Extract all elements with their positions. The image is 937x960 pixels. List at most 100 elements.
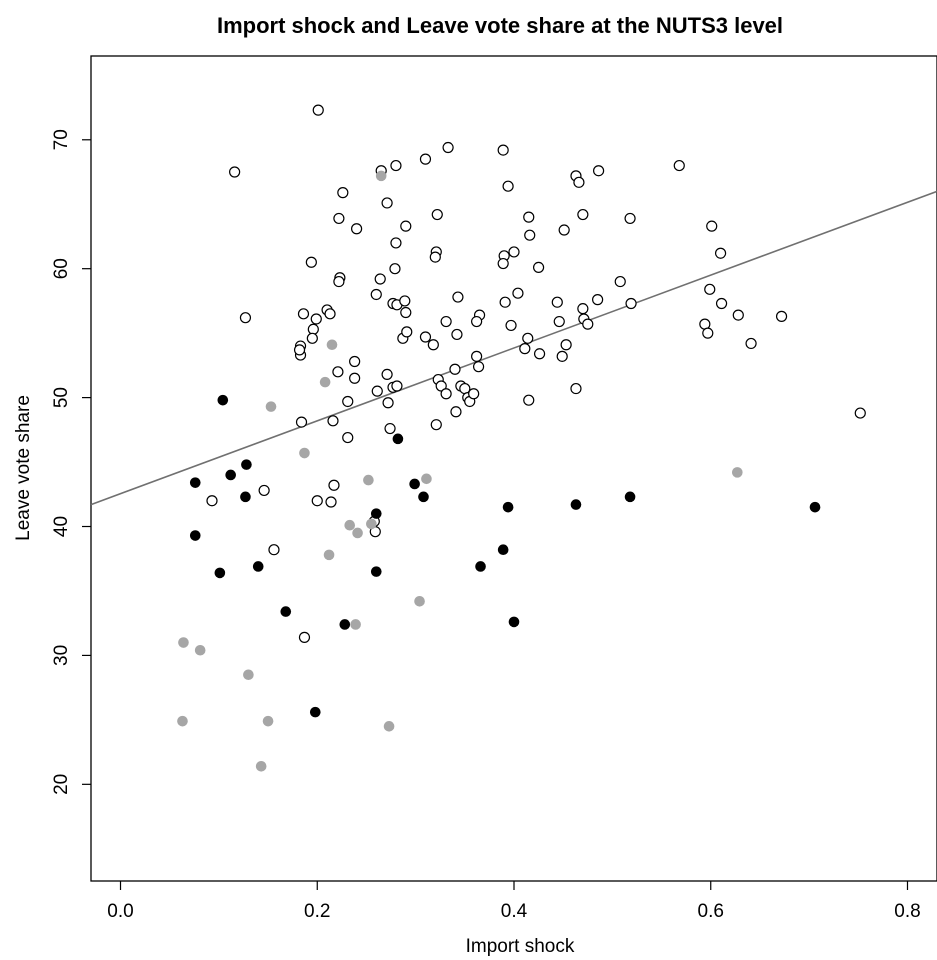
open-point [333,275,345,288]
open-point [497,144,509,156]
open-point [451,328,463,341]
gray-point [265,401,277,412]
open-point [381,197,393,209]
open-point [427,339,439,351]
open-point [342,431,354,444]
filled-point [241,459,252,470]
gray-point [383,721,395,732]
open-point [592,165,605,177]
open-point [449,363,461,375]
open-point [305,256,317,268]
y-axis-label: Leave vote share [13,395,34,541]
open-point [374,273,386,285]
open-point [522,332,534,344]
plot-frame [90,55,937,882]
open-point [472,361,485,373]
open-point [499,296,511,308]
filled-point [392,433,404,445]
axis-ticks: 0.0 0.2 0.4 0.6 0.8 20 30 40 50 60 70 [51,129,921,922]
open-point [532,261,545,274]
filled-point [570,499,582,510]
filled-point [217,394,229,406]
open-point [450,406,462,418]
open-point [229,166,241,178]
open-point [732,309,744,321]
data-points [177,104,866,772]
open-point [577,303,589,315]
open-point [519,343,531,355]
x-tick-label: 0.2 [304,901,330,922]
gray-point [194,644,206,656]
y-tick-label: 30 [51,645,72,666]
open-point [325,496,337,508]
gray-point [421,473,432,485]
open-point [351,223,363,235]
filled-point [497,544,509,556]
filled-point [280,606,292,617]
open-point [384,422,396,435]
filled-point [475,561,486,572]
open-point [706,220,718,232]
filled-point [409,478,420,490]
filled-point [508,616,520,628]
y-tick-label: 50 [51,387,72,408]
open-point [349,372,361,384]
gray-point [414,595,425,607]
open-point [298,631,311,643]
open-point [399,295,411,307]
open-point [624,212,636,225]
open-point [625,297,637,310]
open-point [551,296,563,308]
open-point [854,407,866,419]
open-point [673,159,685,172]
open-point [523,394,535,406]
open-point [592,294,604,306]
open-point [324,308,336,320]
open-point [328,479,340,491]
fit-line-group [90,190,937,506]
open-point [512,287,524,299]
gray-point [366,518,377,530]
open-point [745,337,757,350]
open-point [524,229,536,241]
gray-point [363,474,374,486]
y-tick-label: 60 [51,258,72,279]
y-tick-label: 70 [51,129,72,150]
open-point [775,310,788,322]
open-point [349,355,361,368]
filled-point [189,477,201,488]
open-point [429,251,441,263]
filled-point [189,530,201,541]
open-point [389,263,401,275]
open-point [295,416,308,428]
open-point [452,291,464,303]
gray-point [319,376,331,388]
filled-point [370,566,382,577]
open-point [582,318,594,330]
x-tick-label: 0.0 [107,901,133,922]
open-point [573,176,585,188]
filled-point [225,469,236,481]
open-point [715,297,728,310]
open-point [497,257,509,270]
open-point [533,348,546,360]
x-tick-label: 0.8 [894,901,920,922]
gray-point [352,527,363,539]
open-point [553,315,565,328]
x-tick-label: 0.4 [501,901,528,922]
gray-point [375,170,387,182]
open-point [311,495,323,507]
open-point [371,385,383,397]
open-point [704,283,716,295]
open-point [293,344,306,356]
open-point [239,312,252,324]
fit-line [90,190,937,506]
open-point [442,141,454,154]
open-point [400,220,412,232]
open-point [306,332,318,344]
open-point [401,326,413,338]
open-point [419,331,432,343]
open-point [714,247,727,259]
open-point [468,388,480,400]
open-point [440,388,452,400]
